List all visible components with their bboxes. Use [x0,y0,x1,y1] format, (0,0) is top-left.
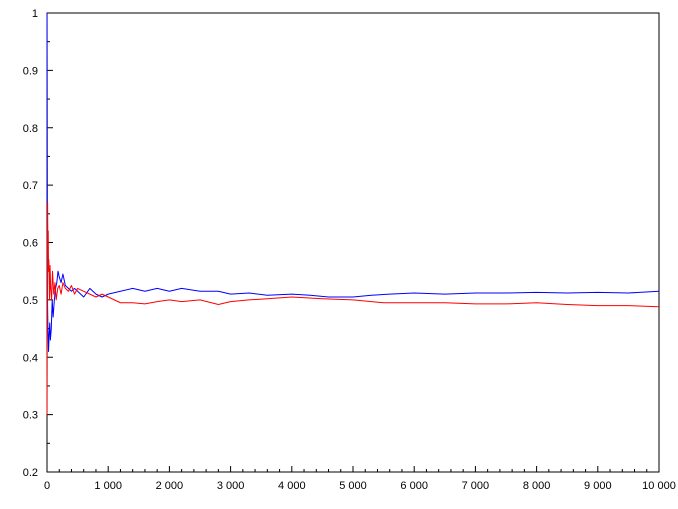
x-tick-label: 8 000 [523,480,551,492]
series-line-2 [46,201,660,415]
x-tick-label: 3 000 [217,480,245,492]
x-tick-label: 10 000 [642,480,676,492]
y-tick-label: 0.4 [23,352,38,364]
y-tick-label: 0.8 [23,123,38,135]
x-axis-ticks: 0 1 000 2 000 3 000 4 000 5 000 6 000 7 000 8 00… [44,466,676,492]
x-tick-label: 7 000 [462,480,490,492]
series-layer [46,12,660,415]
x-tick-label: 9 000 [584,480,612,492]
x-tick-label: 5 000 [339,480,367,492]
plot-frame [46,12,660,473]
y-axis-ticks: 0.2 0.3 0.4 0.5 0.6 0.7 0.8 0.9 1 [23,8,53,479]
x-tick-label: 1 000 [94,480,122,492]
y-tick-label: 0.2 [23,467,38,479]
series-line-1 [46,12,660,353]
x-tick-label: 6 000 [400,480,428,492]
x-tick-label: 2 000 [156,480,184,492]
y-tick-label: 0.5 [23,295,38,307]
x-tick-label: 0 [44,480,50,492]
x-tick-label: 4 000 [278,480,306,492]
y-tick-label: 0.6 [23,238,38,250]
y-tick-label: 0.3 [23,410,38,422]
y-tick-label: 1 [32,8,38,20]
y-tick-label: 0.9 [23,65,38,77]
y-tick-label: 0.7 [23,180,38,192]
